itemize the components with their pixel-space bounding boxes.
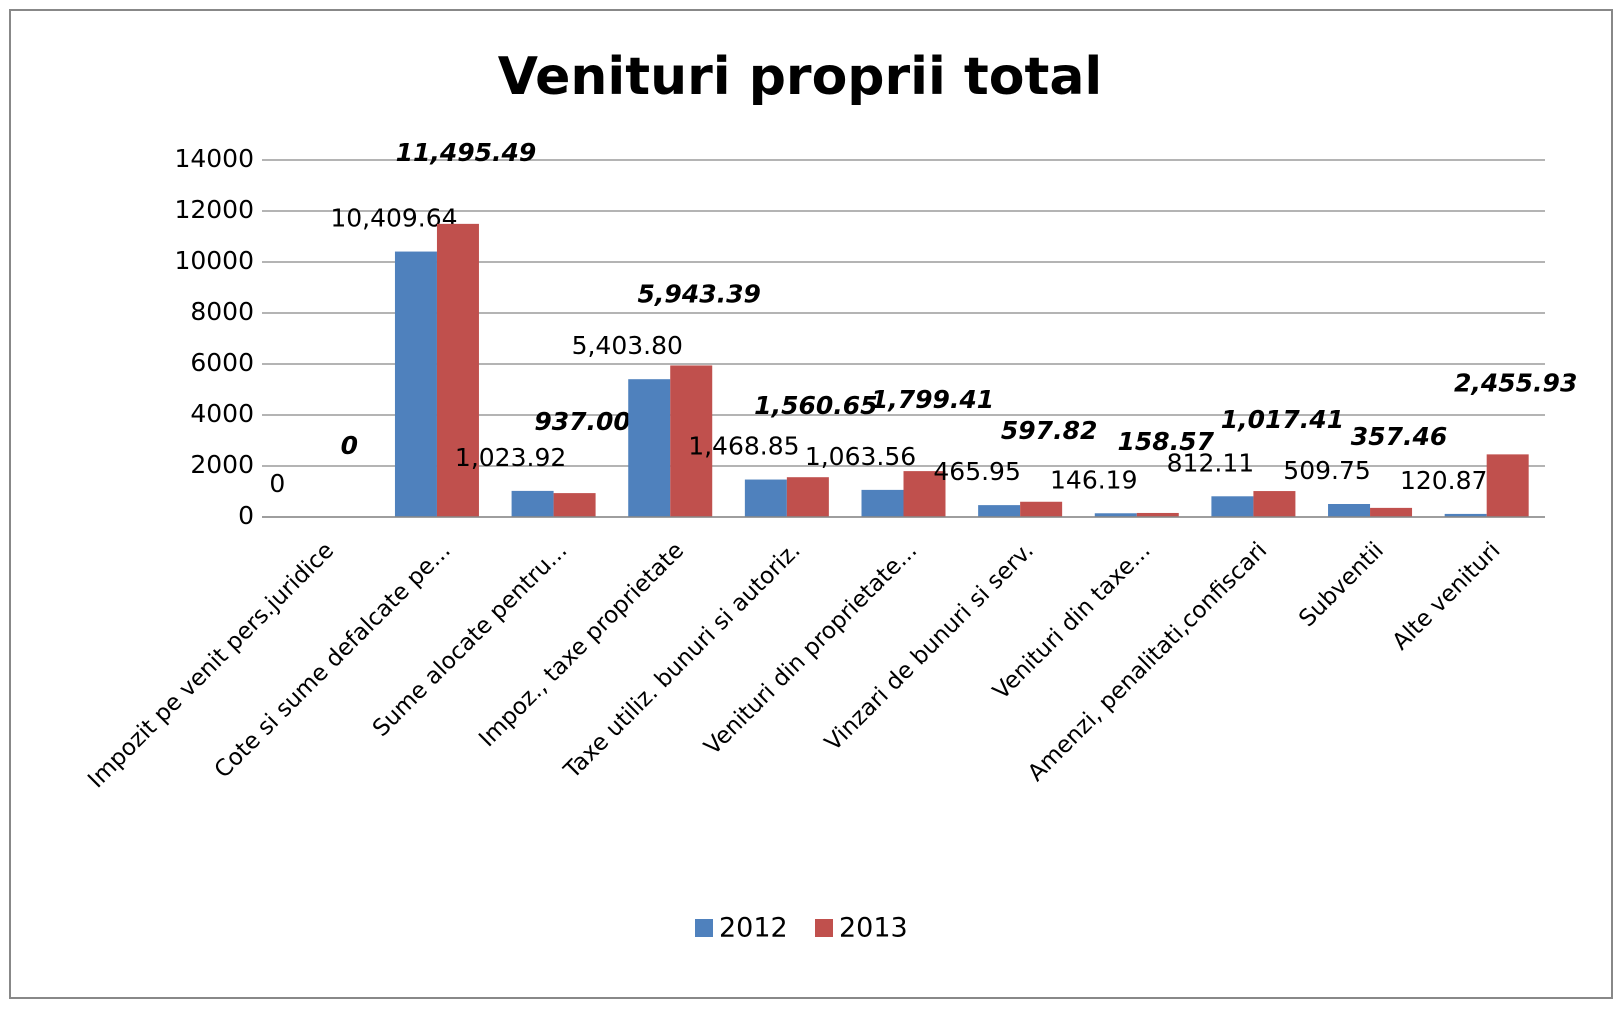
value-label: 0 — [269, 469, 285, 498]
value-label: 812.11 — [1167, 448, 1254, 477]
value-label: 5,943.39 — [638, 279, 761, 308]
legend-label: 2013 — [839, 913, 908, 944]
bar — [786, 477, 829, 517]
bar — [511, 490, 554, 517]
bar — [394, 251, 437, 517]
y-tick-label: 8000 — [190, 297, 254, 326]
bar — [903, 471, 946, 517]
bar — [436, 223, 479, 518]
value-label: 509.75 — [1283, 456, 1370, 485]
value-label: 1,468.85 — [688, 432, 799, 461]
value-label: 158.57 — [1118, 427, 1215, 456]
bar — [1136, 512, 1179, 517]
value-label: 465.95 — [933, 457, 1020, 486]
bar — [1253, 491, 1296, 517]
y-tick-label: 14000 — [174, 144, 254, 173]
bar — [1211, 496, 1254, 517]
legend-label: 2012 — [719, 913, 788, 944]
value-label: 10,409.64 — [330, 204, 457, 233]
value-label: 0 — [341, 431, 358, 460]
value-label: 11,495.49 — [396, 138, 537, 167]
legend-swatch — [815, 919, 833, 937]
y-tick-label: 2000 — [190, 450, 254, 479]
value-label: 146.19 — [1050, 465, 1137, 494]
bar — [1444, 513, 1487, 517]
value-label: 120.87 — [1400, 466, 1487, 495]
y-tick-label: 10000 — [174, 246, 254, 275]
value-label: 1,017.41 — [1221, 405, 1344, 434]
bar — [978, 505, 1021, 517]
bar — [1486, 454, 1529, 517]
bar — [1328, 504, 1371, 517]
value-label: 2,455.93 — [1454, 368, 1577, 397]
y-tick-label: 12000 — [174, 195, 254, 224]
legend-swatch — [695, 919, 713, 937]
bar — [1094, 513, 1137, 517]
bar — [861, 489, 904, 517]
y-tick-label: 4000 — [190, 399, 254, 428]
value-label: 937.00 — [534, 407, 630, 436]
value-label: 5,403.80 — [572, 331, 683, 360]
value-label: 1,063.56 — [805, 442, 916, 471]
value-label: 1,023.92 — [455, 443, 566, 472]
bar — [1370, 507, 1413, 517]
value-label: 597.82 — [1001, 416, 1097, 445]
bar — [553, 493, 596, 517]
bar — [744, 479, 787, 517]
value-label: 1,560.65 — [754, 391, 877, 420]
value-label: 1,799.41 — [871, 385, 994, 414]
bar — [628, 379, 671, 517]
y-tick-label: 0 — [238, 501, 254, 530]
chart-title: Venituri proprii total — [498, 47, 1103, 107]
bar — [670, 365, 713, 517]
value-label: 357.46 — [1351, 422, 1447, 451]
bar — [1020, 501, 1063, 517]
y-tick-label: 6000 — [190, 348, 254, 377]
